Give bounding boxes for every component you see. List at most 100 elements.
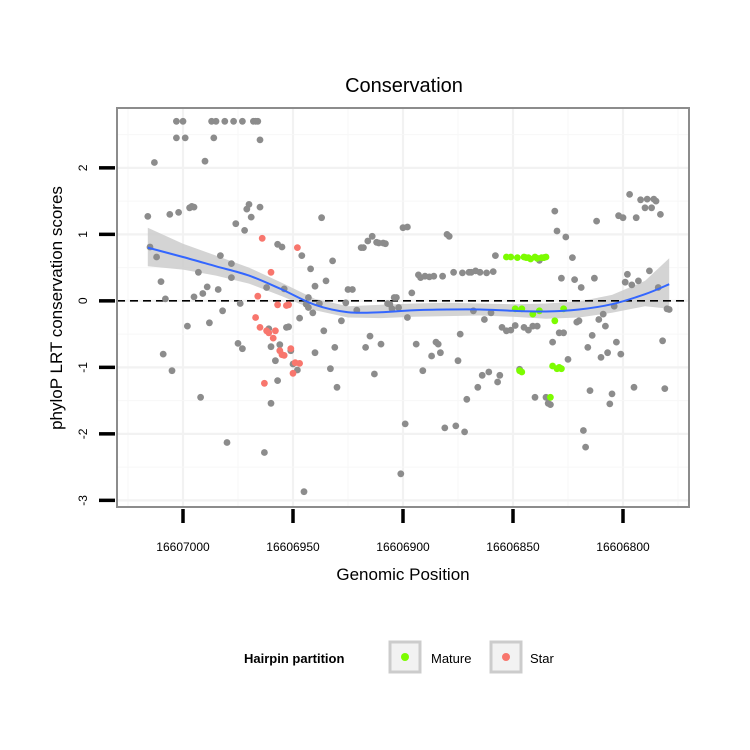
data-point-star <box>269 334 277 342</box>
data-point-other <box>412 340 420 348</box>
data-point-other <box>430 272 438 280</box>
data-point-other <box>648 204 655 212</box>
data-point-mature <box>558 365 565 373</box>
data-point-other <box>166 211 174 218</box>
data-point-other <box>278 243 286 251</box>
data-point-star <box>254 292 262 300</box>
data-point-other <box>478 371 486 379</box>
data-point-other <box>459 269 466 277</box>
data-point-mature <box>547 393 554 401</box>
data-point-other <box>575 317 583 325</box>
data-point-other <box>628 281 636 289</box>
data-point-other <box>617 350 625 358</box>
data-point-other <box>489 268 497 275</box>
data-point-other <box>342 299 350 307</box>
legend-title: Hairpin partition <box>244 651 344 666</box>
data-point-other <box>338 317 345 325</box>
data-point-other <box>395 304 402 311</box>
y-axis: -3 -2 -1 0 1 2 <box>76 164 115 506</box>
data-point-other <box>595 316 603 323</box>
data-point-other <box>368 232 376 240</box>
data-point-mature <box>518 368 526 376</box>
x-tick-label: 16606850 <box>486 540 540 554</box>
legend-dot-mature <box>401 653 409 661</box>
data-point-other <box>153 253 161 261</box>
data-point-other <box>256 136 264 144</box>
data-point-other <box>591 274 598 282</box>
data-point-star <box>267 268 275 276</box>
data-point-other <box>481 316 488 323</box>
chart-title: Conservation <box>345 75 463 97</box>
data-point-star <box>280 352 288 359</box>
data-point-other <box>228 260 235 267</box>
data-point-other <box>441 424 449 432</box>
data-point-other <box>580 427 587 434</box>
data-point-other <box>454 357 462 365</box>
data-point-other <box>531 393 539 401</box>
data-point-other <box>549 338 556 346</box>
data-point-other <box>362 344 369 351</box>
confidence-band <box>147 227 670 319</box>
data-point-other <box>272 357 279 365</box>
data-point-other <box>492 252 499 259</box>
data-point-other <box>604 349 611 357</box>
confidence-band-area <box>147 227 670 319</box>
data-point-other <box>210 134 218 142</box>
data-point-other <box>322 277 330 285</box>
data-point-other <box>190 293 198 301</box>
data-point-other <box>525 326 532 334</box>
x-tick-label: 16606950 <box>266 540 320 554</box>
y-tick-label: -3 <box>76 495 90 506</box>
data-point-other <box>241 227 249 234</box>
series-star <box>252 234 303 387</box>
data-point-star <box>285 301 292 309</box>
data-point-other <box>168 367 176 375</box>
data-point-other <box>377 340 385 348</box>
data-point-other <box>157 278 165 285</box>
data-point-other <box>245 201 253 208</box>
data-point-other <box>329 257 336 265</box>
data-point-other <box>577 284 585 291</box>
data-point-other <box>619 214 627 222</box>
data-point-other <box>247 213 255 221</box>
data-point-star <box>294 244 301 252</box>
data-point-other <box>267 399 275 407</box>
data-point-other <box>397 470 405 478</box>
data-point-other <box>419 367 427 375</box>
plot-panel-border <box>116 107 690 508</box>
data-point-other <box>159 350 167 358</box>
data-point-other <box>349 286 356 293</box>
legend: Hairpin partition Mature Star <box>244 640 555 674</box>
data-point-other <box>296 314 303 322</box>
data-point-other <box>212 117 220 125</box>
data-point-other <box>173 117 180 125</box>
data-point-other <box>230 117 238 125</box>
data-point-other <box>560 329 567 337</box>
data-point-star <box>261 379 268 387</box>
legend-label-star: Star <box>530 651 555 666</box>
data-point-other <box>558 274 565 282</box>
data-point-other <box>236 300 244 307</box>
data-point-other <box>232 220 240 228</box>
data-point-other <box>593 217 600 225</box>
data-point-other <box>309 309 317 317</box>
data-point-other <box>511 322 519 329</box>
data-point-star <box>287 345 295 353</box>
data-point-other <box>318 214 325 222</box>
data-point-other <box>197 393 205 401</box>
y-tick-label: -1 <box>76 362 90 373</box>
series-other <box>144 117 673 496</box>
data-point-other <box>635 277 642 285</box>
data-point-other <box>588 332 596 339</box>
data-point-other <box>234 340 242 347</box>
data-point-other <box>652 197 660 205</box>
data-point-other <box>263 284 270 291</box>
data-point-mature <box>551 317 559 325</box>
data-point-mature <box>514 254 521 261</box>
data-point-other <box>456 330 464 338</box>
data-point-star <box>272 327 279 335</box>
data-point-other <box>507 326 515 334</box>
data-point-other <box>382 240 389 248</box>
data-point-star <box>265 329 273 337</box>
